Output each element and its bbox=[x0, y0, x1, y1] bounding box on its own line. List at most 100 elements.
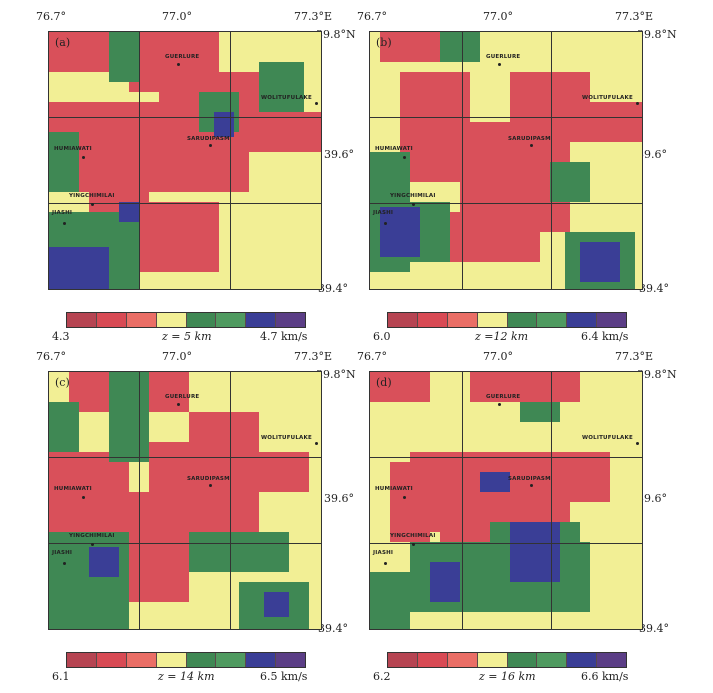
lon-mid-label: 77.0° bbox=[483, 350, 513, 363]
panel-letter: (d) bbox=[376, 376, 392, 389]
gridline-77-0 bbox=[139, 32, 140, 289]
color-swatch bbox=[156, 653, 187, 667]
yingchimilai-label: YINGCHIMILAI bbox=[69, 193, 115, 199]
wolitufulake-label: WOLITUFULAKE bbox=[261, 435, 312, 441]
jiashi-label: JIASHI bbox=[52, 210, 73, 216]
color-swatch bbox=[417, 653, 448, 667]
color-scale-bar bbox=[66, 652, 306, 668]
velocity-map: (c) GUERLURE WOLITUFULAKE SARUDIPASM HUM… bbox=[48, 371, 322, 630]
gridline-39-5 bbox=[370, 543, 642, 544]
color-swatch bbox=[447, 313, 478, 327]
gridline-77-1 bbox=[230, 372, 231, 629]
depth-label: z = 14 km bbox=[158, 670, 215, 683]
panel-a: 76.7° 77.0° 77.3°E 39.8°N 39.6° 39.4° bbox=[4, 0, 356, 343]
color-scale-bar bbox=[387, 312, 627, 328]
yingchimilai-marker bbox=[412, 203, 415, 206]
lat-top-label: 39.8°N bbox=[316, 28, 356, 41]
gridline-77-1 bbox=[551, 372, 552, 629]
lat-top-label: 39.8°N bbox=[316, 368, 356, 381]
gridline-77-1 bbox=[551, 32, 552, 289]
color-swatch bbox=[597, 653, 626, 667]
panel-letter: (a) bbox=[55, 36, 71, 49]
guerlure-label: GUERLURE bbox=[165, 394, 200, 400]
panel-letter: (c) bbox=[55, 376, 70, 389]
velocity-field bbox=[370, 32, 642, 289]
lat-bot-label: 39.4° bbox=[639, 622, 669, 635]
lon-mid-label: 77.0° bbox=[162, 350, 192, 363]
wolitufulake-marker bbox=[636, 442, 639, 445]
gridline-39-6a bbox=[370, 457, 642, 458]
humiawati-label: HUMIAWATI bbox=[375, 146, 413, 152]
legend-max-label: 6.5 km/s bbox=[260, 670, 308, 683]
lat-bot-label: 39.4° bbox=[639, 282, 669, 295]
lat-bot-label: 39.4° bbox=[318, 282, 348, 295]
depth-label: z = 16 km bbox=[479, 670, 536, 683]
color-swatch bbox=[276, 313, 305, 327]
guerlure-marker bbox=[177, 63, 180, 66]
color-swatch bbox=[276, 653, 305, 667]
guerlure-marker bbox=[498, 63, 501, 66]
high-velocity-anomaly bbox=[380, 207, 620, 282]
guerlure-label: GUERLURE bbox=[486, 394, 521, 400]
high-velocity-anomaly bbox=[49, 112, 234, 289]
panel-d: 76.7° 77.0° 77.3°E 39.8°N 39.6° 39.4° bbox=[325, 340, 677, 683]
guerlure-marker bbox=[177, 403, 180, 406]
gridline-77-0 bbox=[139, 372, 140, 629]
transition-zone bbox=[49, 372, 309, 629]
color-scale-bar bbox=[387, 652, 627, 668]
legend-max-label: 6.4 km/s bbox=[581, 330, 629, 343]
lon-mid-label: 77.0° bbox=[483, 10, 513, 23]
wolitufulake-marker bbox=[315, 102, 318, 105]
color-swatch bbox=[156, 313, 187, 327]
yingchimilai-label: YINGCHIMILAI bbox=[390, 533, 436, 539]
color-swatch bbox=[126, 313, 157, 327]
color-swatch bbox=[447, 653, 478, 667]
jiashi-label: JIASHI bbox=[52, 550, 73, 556]
velocity-field bbox=[49, 372, 309, 629]
yingchimilai-marker bbox=[412, 543, 415, 546]
high-velocity-anomaly bbox=[89, 547, 289, 617]
color-swatch bbox=[388, 313, 418, 327]
gridline-77-0 bbox=[462, 372, 463, 629]
gridline-39-6a bbox=[49, 117, 321, 118]
lon-left-label: 76.7° bbox=[357, 10, 387, 23]
jiashi-marker bbox=[384, 222, 387, 225]
jiashi-marker bbox=[63, 562, 66, 565]
lat-mid-label: 39.6° bbox=[637, 492, 667, 505]
humiawati-label: HUMIAWATI bbox=[375, 486, 413, 492]
guerlure-label: GUERLURE bbox=[165, 54, 200, 60]
humiawati-marker bbox=[403, 496, 406, 499]
lat-mid-label: 39.6° bbox=[324, 148, 354, 161]
lat-top-label: 39.8°N bbox=[637, 368, 677, 381]
lon-mid-label: 77.0° bbox=[162, 10, 192, 23]
panel-letter: (b) bbox=[376, 36, 392, 49]
color-swatch bbox=[96, 313, 127, 327]
guerlure-label: GUERLURE bbox=[486, 54, 521, 60]
color-swatch bbox=[216, 313, 247, 327]
jiashi-marker bbox=[63, 222, 66, 225]
lon-right-label: 77.3°E bbox=[615, 350, 654, 363]
wolitufulake-marker bbox=[636, 102, 639, 105]
lon-right-label: 77.3°E bbox=[615, 10, 654, 23]
wolitufulake-label: WOLITUFULAKE bbox=[261, 95, 312, 101]
jiashi-label: JIASHI bbox=[373, 550, 394, 556]
yingchimilai-marker bbox=[91, 543, 94, 546]
humiawati-label: HUMIAWATI bbox=[54, 146, 92, 152]
gridline-39-6a bbox=[370, 117, 642, 118]
wolitufulake-label: WOLITUFULAKE bbox=[582, 435, 633, 441]
color-swatch bbox=[67, 653, 97, 667]
color-swatch bbox=[388, 653, 418, 667]
color-swatch bbox=[417, 313, 448, 327]
lat-mid-label: 39.6° bbox=[637, 148, 667, 161]
lat-mid-label: 39.6° bbox=[324, 492, 354, 505]
sarudipasm-label: SARUDIPASM bbox=[187, 136, 230, 142]
legend-min-label: 4.3 bbox=[52, 330, 70, 343]
velocity-field bbox=[49, 32, 321, 289]
lat-bot-label: 39.4° bbox=[318, 622, 348, 635]
gridline-39-5 bbox=[49, 543, 321, 544]
velocity-map: (d) GUERLURE WOLITUFULAKE SARUDIPASM HUM… bbox=[369, 371, 643, 630]
humiawati-label: HUMIAWATI bbox=[54, 486, 92, 492]
humiawati-marker bbox=[82, 156, 85, 159]
velocity-map: (b) GUERLURE WOLITUFULAKE SARUDIPASM HUM… bbox=[369, 31, 643, 290]
lon-right-label: 77.3°E bbox=[294, 10, 333, 23]
